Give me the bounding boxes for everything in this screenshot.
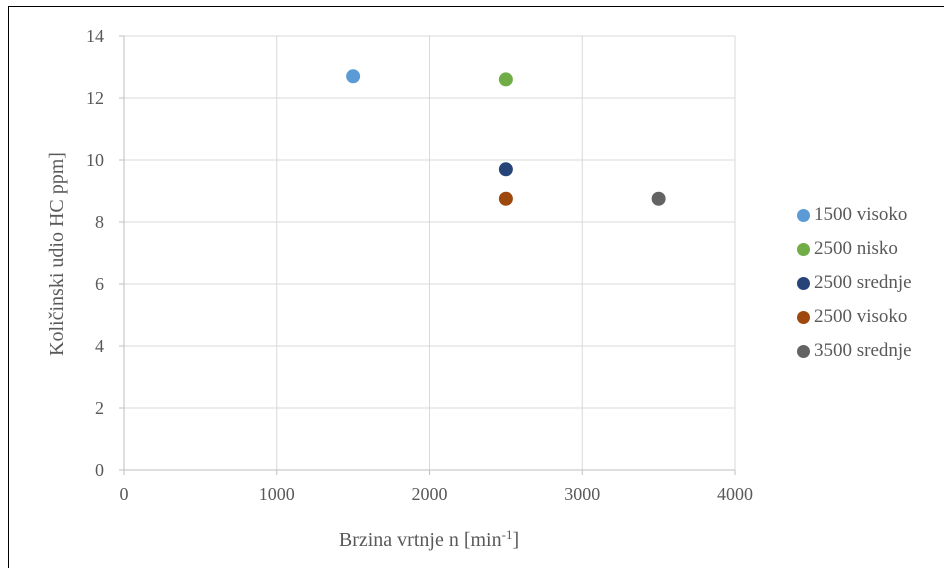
legend-label: 3500 srednje [814,340,912,361]
x-tick-label: 0 [120,484,129,504]
legend-marker [797,310,810,324]
y-axis-title: Količinski udio HC ppm] [46,152,68,356]
legend-label: 2500 visoko [814,306,908,327]
legend-item: 2500 visoko [797,300,912,334]
legend-item: 2500 nisko [797,232,912,266]
x-tick-label: 1000 [259,484,295,504]
x-tick-label: 3000 [564,484,600,504]
x-tick-label: 4000 [717,484,753,504]
y-tick-label: 0 [95,460,104,480]
legend: 1500 visoko 2500 nisko 2500 srednje 2500 vi… [797,198,912,368]
x-tick-label: 2000 [412,484,448,504]
legend-label: 2500 srednje [814,272,912,293]
legend-marker [797,242,810,256]
tick-labels: 0 2 4 6 8 10 12 14 0 1000 2000 3000 4000 [86,26,753,504]
data-point [498,191,513,206]
legend-label: 2500 nisko [814,238,898,259]
gridlines [124,35,736,470]
data-points [346,69,666,206]
y-tick-label: 4 [95,336,104,356]
data-point [651,191,666,206]
legend-marker [797,208,810,222]
y-tick-label: 10 [86,150,104,170]
chart-frame [8,6,944,568]
x-axis-title: Brzina vrtnje n [min-1] [339,527,519,552]
y-tick-label: 12 [86,88,104,108]
y-tick-label: 14 [86,26,104,46]
data-point [346,69,361,84]
y-tick-label: 8 [95,212,104,232]
axes [119,35,736,475]
data-point [498,162,513,177]
y-tick-label: 6 [95,274,104,294]
legend-label: 1500 visoko [814,204,908,225]
legend-item: 1500 visoko [797,198,912,232]
legend-marker [797,276,810,290]
legend-item: 2500 srednje [797,266,912,300]
y-tick-label: 2 [95,398,104,418]
data-point [498,72,513,87]
legend-item: 3500 srednje [797,334,912,368]
legend-marker [797,344,810,358]
